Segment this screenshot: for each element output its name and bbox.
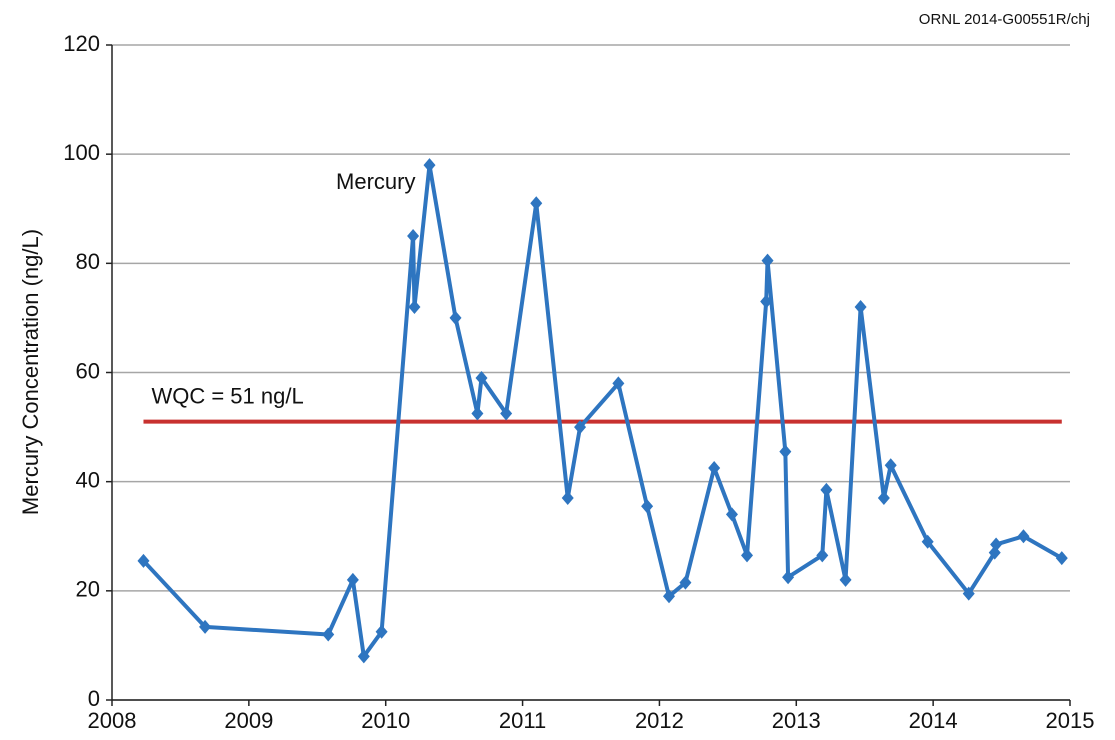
data-point [779,444,792,459]
credit: ORNL 2014-G00551R/chj [919,11,1090,28]
data-point [199,619,212,634]
x-tick-label: 2010 [361,708,410,733]
data-point [561,491,574,506]
data-point [990,537,1003,552]
data-point [782,570,795,585]
data-point [708,461,721,476]
data-point [423,158,436,173]
data-point [407,229,420,244]
x-tick-label: 2011 [499,708,546,733]
data-point [725,507,738,522]
data-point [1055,551,1068,566]
data-point [471,406,484,421]
y-tick-label: 20 [76,577,100,602]
x-tick-label: 2009 [224,708,273,733]
x-tick-label: 2008 [88,708,137,733]
data-point [679,575,692,590]
data-line [142,163,1063,659]
data-point [612,376,625,391]
data-point [921,534,934,549]
x-tick-label: 2013 [772,708,821,733]
data-point [137,553,150,568]
y-tick-label: 80 [76,249,100,274]
data-point [877,491,890,506]
data-point [663,589,676,604]
data-point [475,370,488,385]
y-tick-label: 40 [76,467,100,492]
threshold-label: WQC = 51 ng/L [151,383,303,408]
data-point [761,253,774,268]
data-point [760,294,773,309]
y-tick-label: 60 [76,358,100,383]
data-point [839,572,852,587]
data-point [375,624,388,639]
y-tick-label: 120 [63,31,100,56]
data-point [574,420,587,435]
y-tick-label: 0 [88,686,100,711]
data-point [741,548,754,563]
x-tick-label: 2012 [635,708,684,733]
x-tick-label: 2015 [1046,708,1095,733]
data-point [962,586,975,601]
data-point [357,649,370,664]
data-point [449,310,462,325]
series-label: Mercury [336,169,415,194]
y-tick-label: 100 [63,140,100,165]
data-point [1017,529,1030,544]
data-point [500,406,513,421]
data-point [530,196,543,211]
data-point [408,300,421,314]
data-point [346,572,359,587]
data-point [820,482,833,497]
data-point [322,627,335,642]
data-point [641,499,654,514]
data-point [854,300,867,314]
data-point [884,458,897,473]
data-point [816,548,829,563]
y-axis-label: Mercury Concentration (ng/L) [18,229,43,515]
x-tick-label: 2014 [909,708,958,733]
